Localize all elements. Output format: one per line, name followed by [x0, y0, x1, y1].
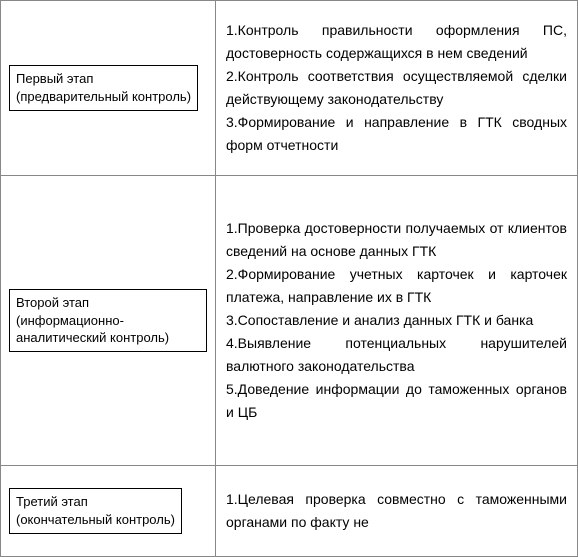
- stage-item: 1.Целевая проверка совместно с таможенны…: [226, 488, 567, 534]
- table-row: Первый этап (предварительный контроль) 1…: [1, 1, 578, 176]
- stages-table: Первый этап (предварительный контроль) 1…: [0, 0, 578, 557]
- stage-item: 2.Формирование учетных карточек и карточ…: [226, 263, 567, 309]
- stage-items-cell: 1.Контроль правильности оформления ПС, д…: [216, 1, 578, 176]
- stage-subtitle: (окончательный контроль): [16, 511, 175, 529]
- stage-box: Третий этап (окончательный контроль): [9, 488, 182, 533]
- stage-subtitle: (информационно-аналитический контроль): [16, 312, 200, 347]
- stage-title: Второй этап: [16, 294, 200, 312]
- stage-label-cell: Третий этап (окончательный контроль): [1, 466, 216, 557]
- stage-item: 1.Контроль правильности оформления ПС, д…: [226, 19, 567, 65]
- stage-box: Второй этап (информационно-аналитический…: [9, 289, 207, 352]
- stage-title: Первый этап: [16, 70, 191, 88]
- stage-item: 2.Контроль соответствия осуществляемой с…: [226, 65, 567, 111]
- table-row: Третий этап (окончательный контроль) 1.Ц…: [1, 466, 578, 557]
- stage-subtitle: (предварительный контроль): [16, 88, 191, 106]
- table-row: Второй этап (информационно-аналитический…: [1, 176, 578, 466]
- stage-item: 3.Сопоставление и анализ данных ГТК и ба…: [226, 309, 567, 332]
- stage-title: Третий этап: [16, 493, 175, 511]
- stage-box: Первый этап (предварительный контроль): [9, 65, 198, 110]
- stage-item: 4.Выявление потенциальных нарушителей ва…: [226, 332, 567, 378]
- stage-item: 1.Проверка достоверности получаемых от к…: [226, 217, 567, 263]
- stage-items-cell: 1.Целевая проверка совместно с таможенны…: [216, 466, 578, 557]
- stage-label-cell: Первый этап (предварительный контроль): [1, 1, 216, 176]
- stage-item: 3.Формирование и направление в ГТК сводн…: [226, 111, 567, 157]
- stage-item: 5.Доведение информации до таможенных орг…: [226, 378, 567, 424]
- stage-label-cell: Второй этап (информационно-аналитический…: [1, 176, 216, 466]
- stage-items-cell: 1.Проверка достоверности получаемых от к…: [216, 176, 578, 466]
- page-root: Первый этап (предварительный контроль) 1…: [0, 0, 578, 556]
